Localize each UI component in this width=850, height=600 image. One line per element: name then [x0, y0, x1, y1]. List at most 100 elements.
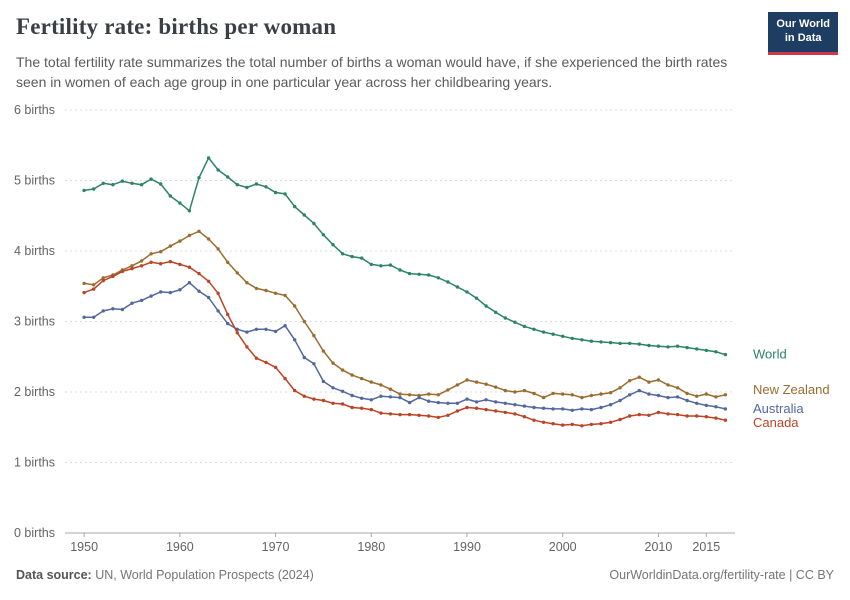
data-point	[637, 388, 641, 393]
data-point	[398, 412, 402, 417]
data-point	[656, 378, 661, 382]
data-point	[159, 250, 163, 254]
data-point	[369, 262, 373, 267]
series-label-world[interactable]: World	[753, 347, 787, 362]
y-tick-label: 3 births	[14, 315, 55, 329]
y-axis-labels: 0 births 1 births 2 births 3 births 4 births…	[14, 103, 55, 540]
data-point	[407, 393, 412, 397]
data-point	[494, 400, 498, 404]
data-point	[331, 361, 335, 365]
data-point	[226, 260, 230, 264]
data-point	[541, 395, 546, 400]
data-point	[273, 365, 278, 369]
data-point	[369, 380, 373, 384]
data-point	[216, 309, 220, 313]
x-tick-label: 1990	[453, 540, 481, 554]
data-point	[675, 344, 680, 348]
data-point	[561, 407, 565, 411]
y-tick-label: 4 births	[14, 244, 55, 258]
data-point	[675, 386, 680, 390]
data-point	[101, 276, 106, 280]
data-point	[235, 271, 239, 275]
data-point	[704, 415, 708, 419]
data-point	[484, 382, 488, 386]
data-point	[130, 266, 134, 271]
data-point	[656, 410, 661, 415]
data-point	[484, 304, 488, 308]
data-point	[570, 408, 574, 412]
data-point	[628, 414, 632, 418]
data-point	[139, 183, 144, 187]
data-point	[675, 412, 680, 417]
data-point	[455, 285, 460, 289]
data-point	[647, 380, 651, 384]
data-point	[388, 263, 393, 267]
data-point	[455, 409, 460, 413]
footer-link[interactable]: OurWorldinData.org/fertility-rate | CC B…	[609, 568, 834, 582]
data-point	[197, 176, 201, 180]
data-point	[503, 401, 507, 405]
data-point	[293, 338, 297, 342]
data-point	[532, 418, 536, 422]
data-point	[159, 262, 163, 266]
data-point	[149, 177, 153, 181]
data-point	[637, 412, 641, 417]
data-point	[618, 386, 622, 390]
data-point	[101, 278, 106, 283]
data-point	[226, 175, 230, 179]
series-label-canada[interactable]: Canada	[753, 415, 799, 430]
data-point	[503, 316, 507, 320]
data-point	[92, 283, 96, 287]
data-point	[561, 392, 565, 396]
data-point	[82, 281, 86, 286]
data-point	[513, 412, 517, 416]
data-point	[522, 415, 527, 419]
data-point	[446, 413, 450, 417]
series-label-new-zealand[interactable]: New Zealand	[753, 382, 830, 397]
owid-logo[interactable]: Our World in Data	[768, 12, 838, 55]
data-point	[608, 403, 613, 407]
data-point	[714, 405, 718, 409]
data-point	[599, 405, 603, 410]
data-point	[350, 373, 354, 377]
data-point	[168, 244, 172, 248]
data-point	[580, 424, 584, 428]
data-point	[149, 294, 153, 298]
data-point	[340, 402, 345, 406]
data-point	[465, 290, 469, 294]
data-point	[120, 269, 125, 274]
series-label-australia[interactable]: Australia	[753, 401, 804, 416]
data-point	[293, 304, 297, 308]
data-point	[82, 315, 86, 319]
x-tick-label: 2015	[692, 540, 720, 554]
data-point	[321, 398, 326, 403]
data-point	[666, 345, 670, 349]
data-point	[111, 183, 115, 187]
data-point	[264, 288, 268, 293]
data-point	[513, 403, 517, 407]
logo-line1: Our World	[776, 18, 830, 30]
data-point	[723, 352, 728, 357]
data-point	[293, 388, 297, 393]
data-point	[474, 380, 479, 384]
data-point	[226, 312, 230, 317]
data-point	[82, 188, 86, 193]
data-point	[273, 291, 278, 295]
data-point	[551, 407, 555, 411]
data-point	[206, 156, 211, 160]
data-point	[302, 355, 306, 360]
data-point	[647, 392, 651, 396]
data-point	[685, 414, 689, 418]
data-point	[608, 340, 613, 345]
data-point	[417, 272, 421, 276]
series-world: World	[82, 156, 787, 362]
data-point	[149, 252, 153, 256]
data-point	[647, 343, 651, 348]
data-point	[92, 187, 96, 191]
data-point	[254, 327, 259, 331]
data-point	[714, 395, 718, 399]
data-point	[130, 301, 134, 305]
y-tick-label: 5 births	[14, 174, 55, 188]
data-point	[407, 400, 412, 405]
